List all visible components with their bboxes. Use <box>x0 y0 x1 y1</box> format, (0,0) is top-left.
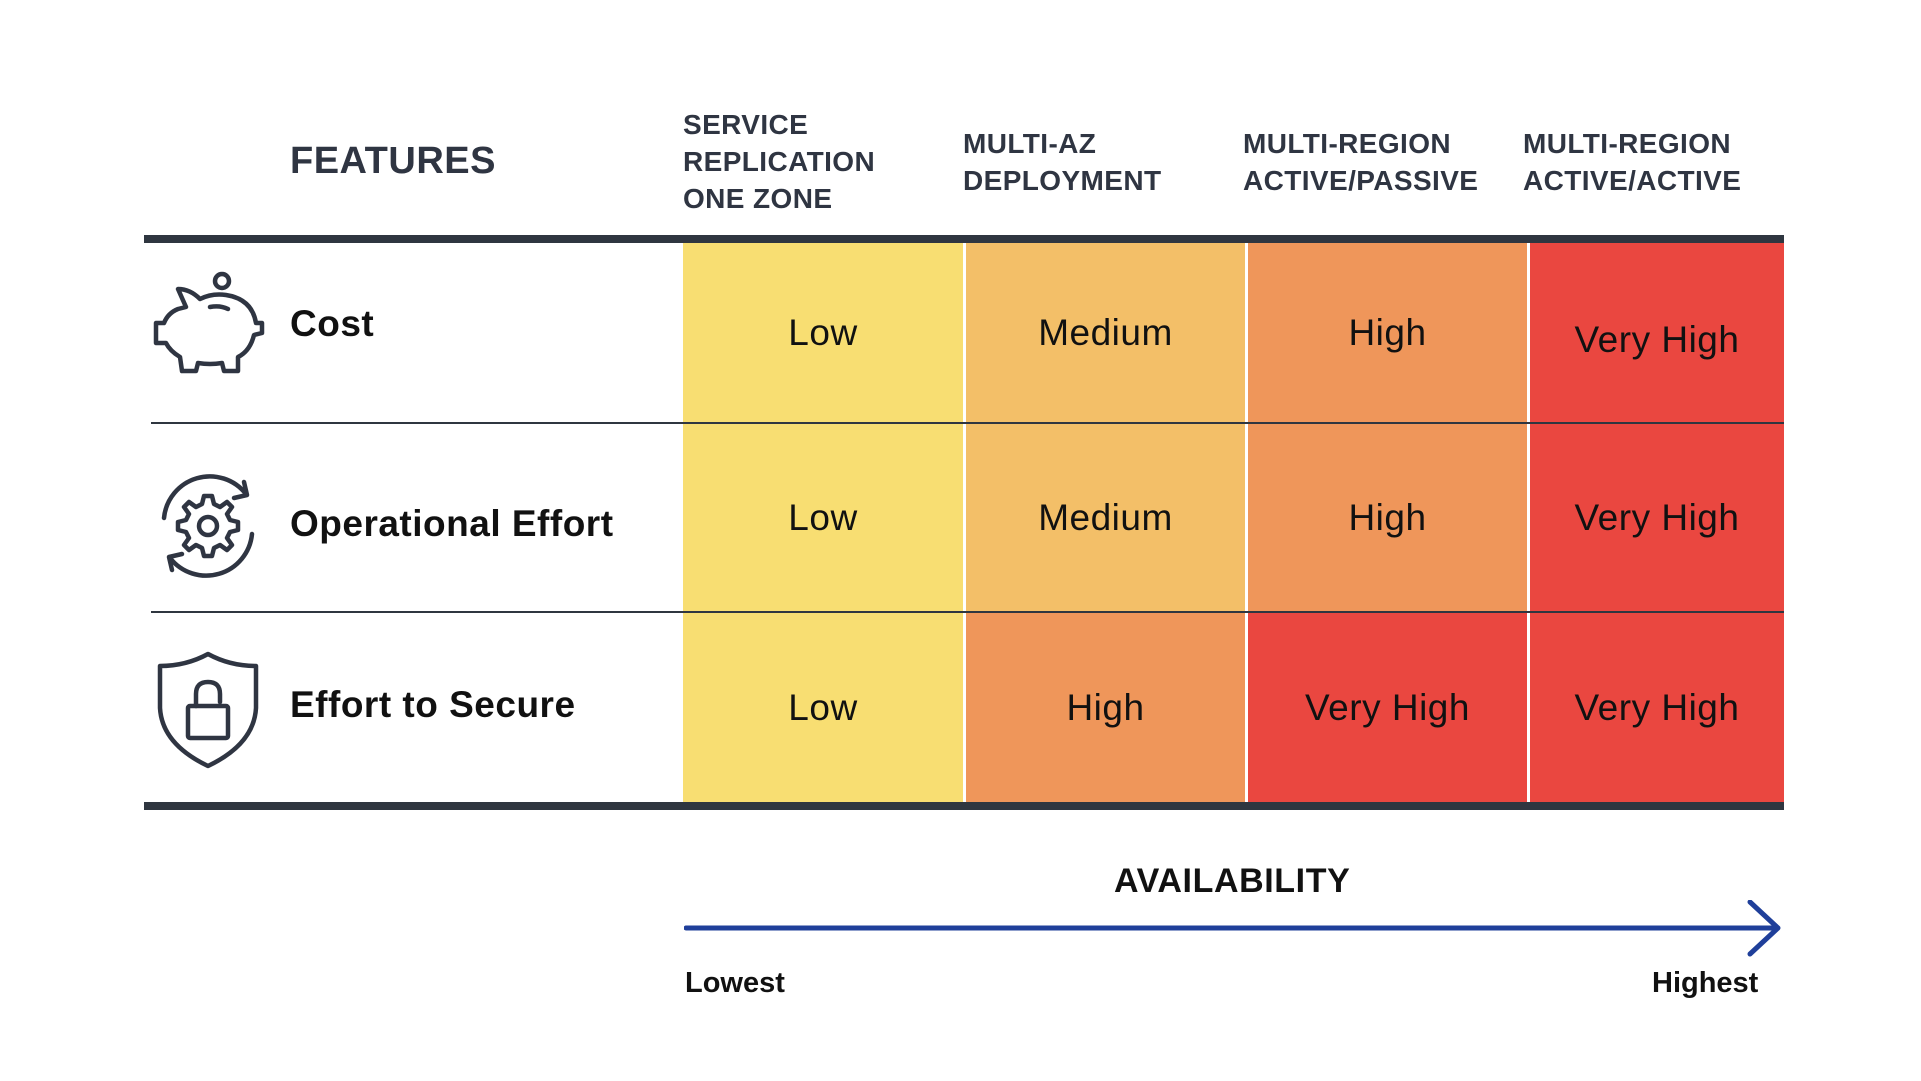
column-header-multi-region-active-active: MULTI-REGION ACTIVE/ACTIVE <box>1523 125 1741 199</box>
column-header-line: ACTIVE/PASSIVE <box>1243 165 1479 196</box>
availability-highest-label: Highest <box>1652 967 1759 999</box>
table-cell: Very High <box>1530 613 1784 802</box>
table-cell: High <box>1248 243 1527 422</box>
column-header-line: ONE ZONE <box>683 183 833 214</box>
column-header-line: ACTIVE/ACTIVE <box>1523 165 1742 196</box>
row-label-operational-effort: Operational Effort <box>290 503 614 544</box>
table-top-rule <box>144 235 1784 243</box>
table-cell: Very High <box>1530 424 1784 611</box>
row-label-cost: Cost <box>290 303 375 344</box>
gear-cycle-icon <box>148 466 268 586</box>
availability-label: AVAILABILITY <box>1114 862 1351 900</box>
column-header-multi-region-active-passive: MULTI-REGION ACTIVE/PASSIVE <box>1243 125 1478 199</box>
row-divider <box>151 422 1784 424</box>
column-header-line: MULTI-REGION <box>1523 128 1732 159</box>
column-header-line: MULTI-AZ <box>963 128 1097 159</box>
availability-lowest-label: Lowest <box>685 967 785 999</box>
availability-arrow-icon <box>684 900 1784 960</box>
table-cell: High <box>1248 424 1527 611</box>
table-bottom-rule <box>144 802 1784 810</box>
column-header-line: REPLICATION <box>683 146 876 177</box>
table-cell: Medium <box>966 243 1245 422</box>
table-cell: Very High <box>1530 243 1784 422</box>
table-cell: Low <box>683 424 963 611</box>
row-label-effort-to-secure: Effort to Secure <box>290 684 576 725</box>
column-header-line: MULTI-REGION <box>1243 128 1452 159</box>
table-cell: Medium <box>966 424 1245 611</box>
column-header-service-replication: SERVICE REPLICATION ONE ZONE <box>683 106 875 217</box>
column-header-line: SERVICE <box>683 109 809 140</box>
features-title: FEATURES <box>290 140 496 182</box>
table-cell: Low <box>683 243 963 422</box>
table-cell: High <box>966 613 1245 802</box>
column-header-line: DEPLOYMENT <box>963 165 1162 196</box>
column-header-multi-az: MULTI-AZ DEPLOYMENT <box>963 125 1161 199</box>
shield-lock-icon <box>148 650 268 770</box>
table-cell: Low <box>683 613 963 802</box>
table-cell: Very High <box>1248 613 1527 802</box>
piggy-bank-icon <box>148 265 268 385</box>
row-divider <box>151 611 1784 613</box>
